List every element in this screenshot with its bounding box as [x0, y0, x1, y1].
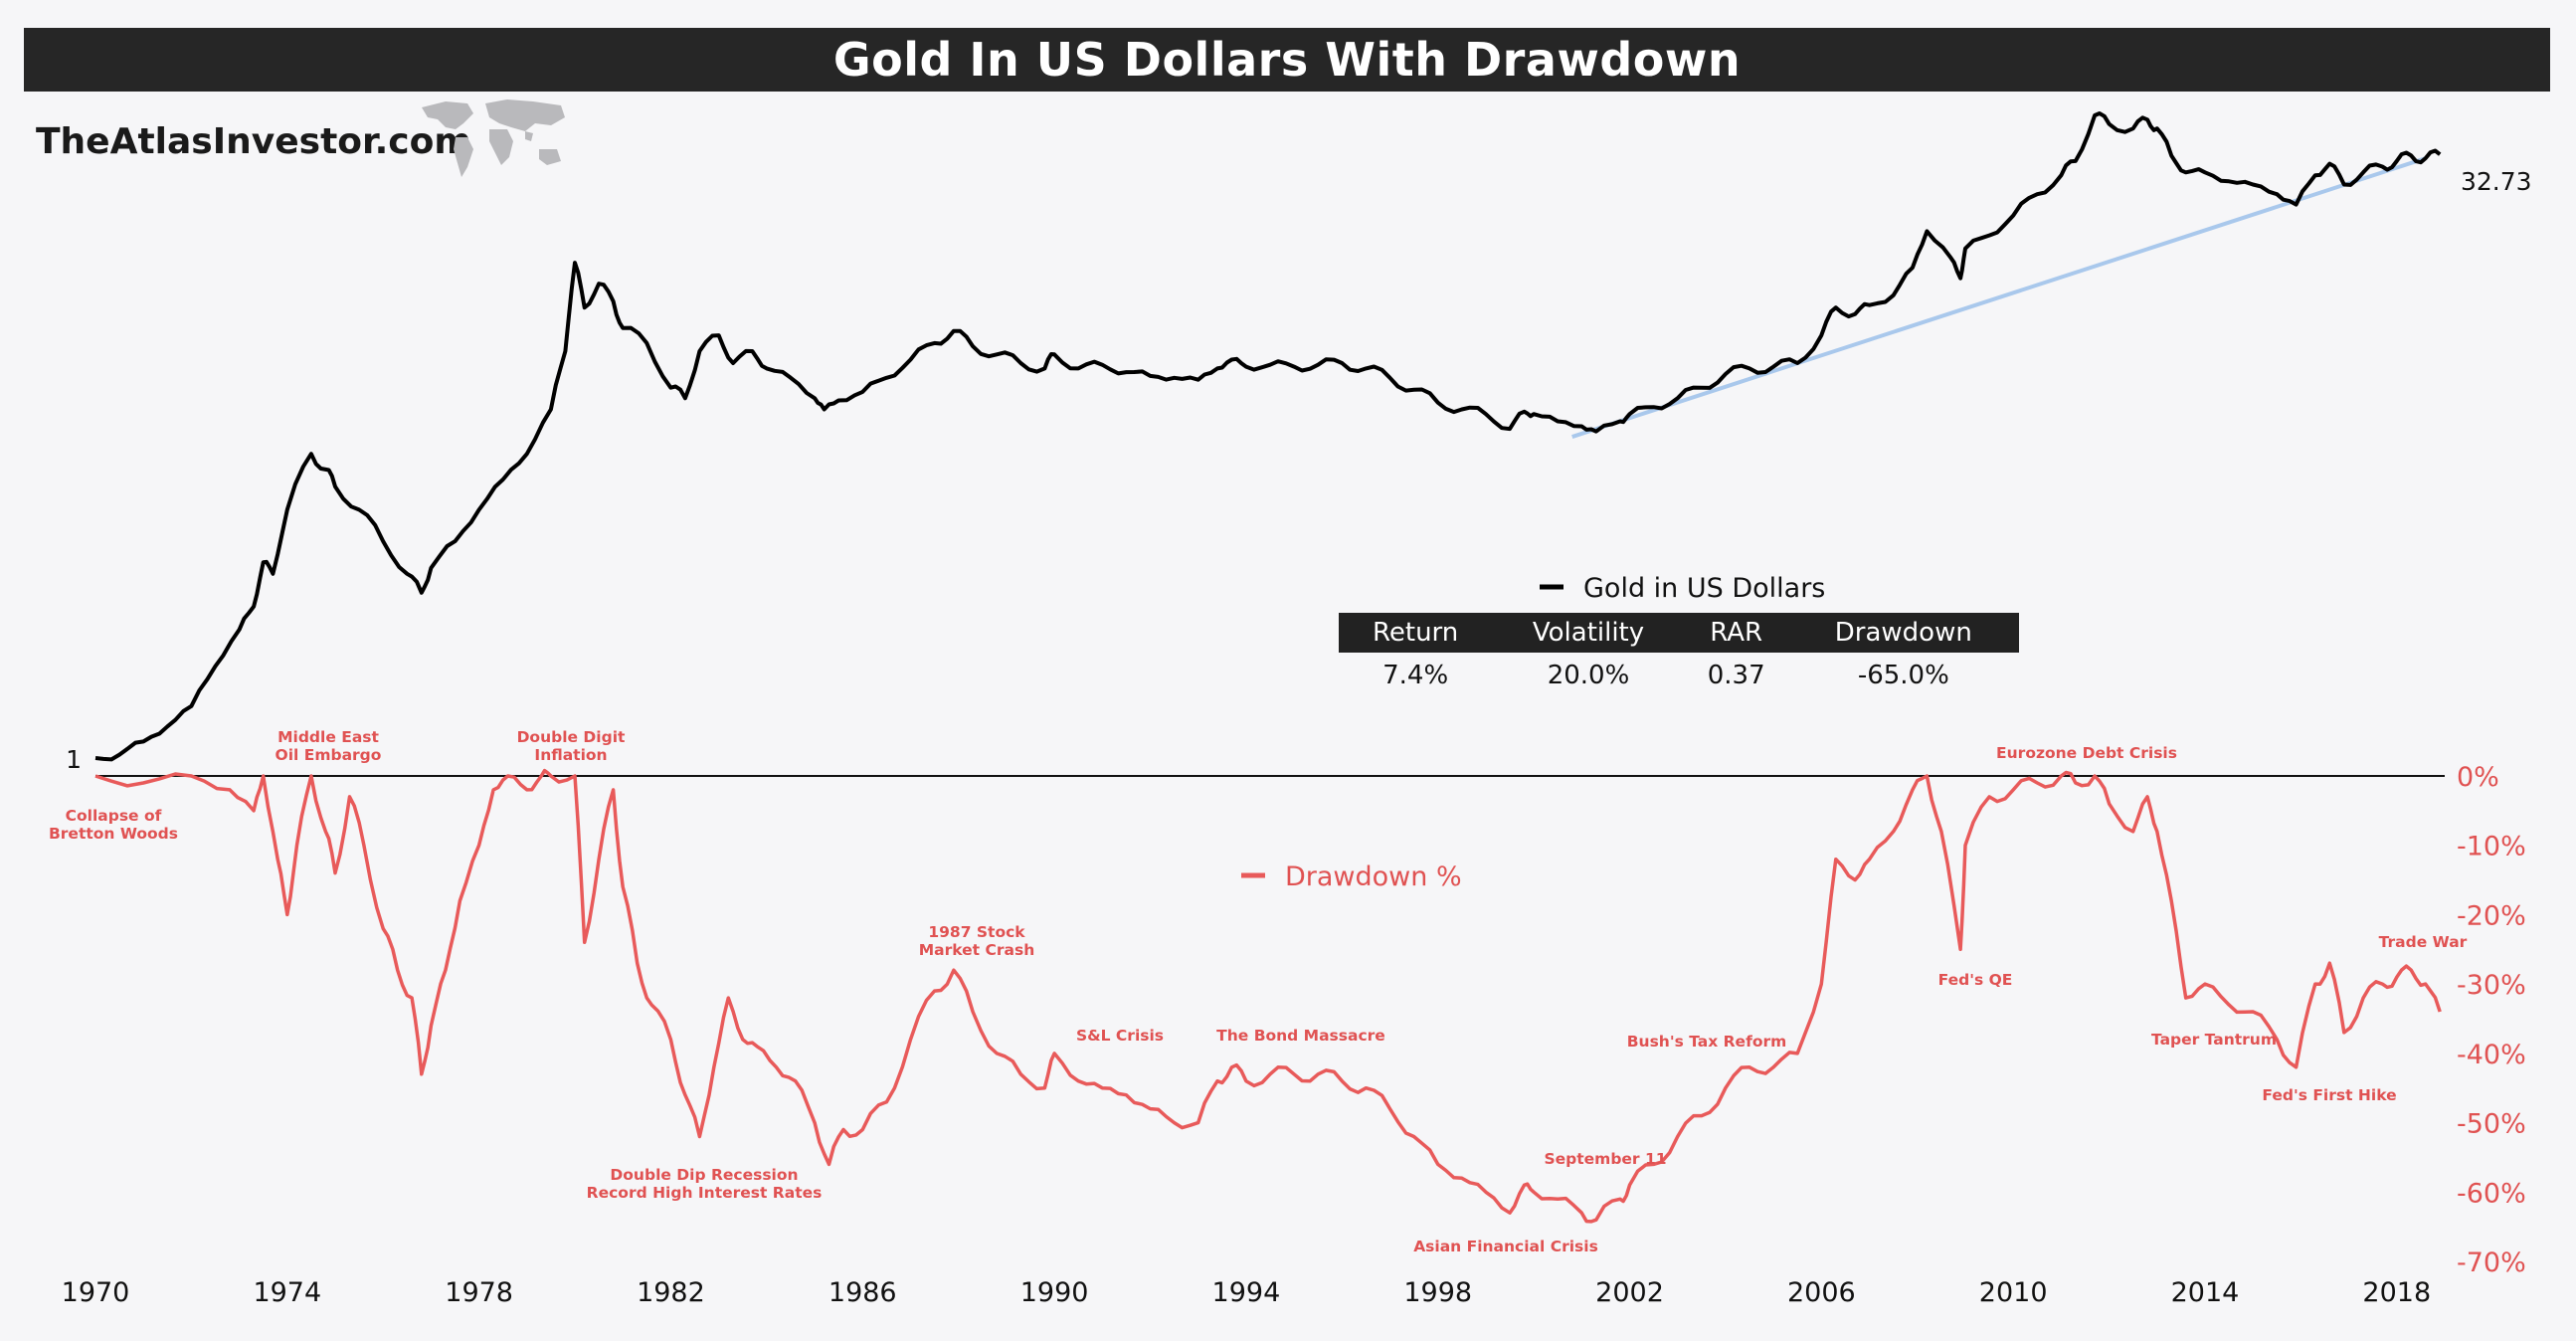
- x-tick-label: 1998: [1403, 1277, 1472, 1308]
- y-tick-label: -30%: [2457, 970, 2526, 1001]
- event-label: Eurozone Debt Crisis: [1996, 744, 2177, 762]
- event-label: Collapse of Bretton Woods: [49, 807, 178, 843]
- chart-title: Gold In US Dollars With Drawdown: [24, 28, 2550, 92]
- stats-header-row: Return Volatility RAR Drawdown: [1339, 613, 2019, 653]
- x-tick-label: 1990: [1020, 1277, 1089, 1308]
- event-label: 1987 Stock Market Crash: [919, 923, 1034, 959]
- event-label: Fed's QE: [1938, 971, 2013, 989]
- x-tick-label: 1978: [445, 1277, 513, 1308]
- event-label: The Bond Massacre: [1216, 1027, 1385, 1045]
- event-label-line: Inflation: [534, 746, 607, 764]
- event-label: S&L Crisis: [1076, 1027, 1164, 1045]
- x-tick-label: 2014: [2171, 1277, 2240, 1308]
- x-tick-label: 1994: [1212, 1277, 1281, 1308]
- x-tick-label: 2002: [1595, 1277, 1664, 1308]
- y-tick-label: -40%: [2457, 1040, 2526, 1070]
- x-tick-label: 1982: [637, 1277, 705, 1308]
- x-tick-label: 2018: [2362, 1277, 2431, 1308]
- y-tick-label: -10%: [2457, 832, 2526, 862]
- event-label: Double Digit Inflation: [517, 728, 626, 764]
- gold-end-label: 32.73: [2461, 167, 2532, 196]
- x-tick-label: 1970: [62, 1277, 130, 1308]
- y-tick-label: -50%: [2457, 1109, 2526, 1140]
- event-label-line: Bretton Woods: [49, 825, 178, 843]
- stats-value-drawdown: -65.0%: [1857, 661, 1949, 690]
- event-label: Bush's Tax Reform: [1627, 1033, 1787, 1051]
- event-label: Double Dip Recession Record High Interest…: [587, 1166, 823, 1202]
- event-label: Asian Financial Crisis: [1413, 1238, 1598, 1255]
- x-axis: 1970 1974 1978 1982 1986 1990 1994 1998 2002 2006…: [62, 1277, 2432, 1308]
- gold-series-line: [94, 111, 2442, 762]
- x-tick-label: 1986: [828, 1277, 897, 1308]
- event-label-line: Market Crash: [919, 941, 1034, 959]
- legend-gold-label: Gold in US Dollars: [1583, 573, 1825, 604]
- x-tick-label: 2006: [1787, 1277, 1856, 1308]
- event-label: Fed's First Hike: [2262, 1086, 2396, 1104]
- stats-header-return: Return: [1339, 613, 1493, 653]
- x-tick-label: 1974: [253, 1277, 321, 1308]
- event-label-line: Record High Interest Rates: [587, 1184, 823, 1202]
- event-label: Taper Tantrum: [2151, 1031, 2277, 1049]
- trend-line: [1571, 156, 2427, 439]
- y-tick-label: -60%: [2457, 1178, 2526, 1209]
- y-tick-label: 0%: [2457, 762, 2499, 793]
- stats-value-volatility: 20.0%: [1547, 661, 1630, 690]
- legend-drawdown-label: Drawdown %: [1285, 862, 1462, 892]
- stats-header-drawdown: Drawdown: [1787, 613, 2019, 653]
- event-label-line: Oil Embargo: [276, 746, 382, 764]
- event-annotations: Collapse of Bretton Woods Middle East Oil …: [49, 728, 2468, 1255]
- gold-start-label: 1: [66, 745, 82, 774]
- event-label: September 11: [1544, 1150, 1666, 1168]
- y-tick-label: -70%: [2457, 1247, 2526, 1278]
- stats-value-row: 7.4% 20.0% 0.37 -65.0%: [1339, 653, 2019, 698]
- x-tick-label: 2010: [1979, 1277, 2048, 1308]
- brand-logo-text: TheAtlasInvestor.com: [36, 121, 471, 162]
- stats-value-return: 7.4%: [1382, 661, 1449, 690]
- stats-value-rar: 0.37: [1707, 661, 1765, 690]
- stats-header-rar: RAR: [1684, 613, 1788, 653]
- event-label: Trade War: [2379, 933, 2468, 951]
- drawdown-y-axis: 0% -10% -20% -30% -40% -50% -60% -70%: [2457, 762, 2526, 1278]
- stats-header-volatility: Volatility: [1492, 613, 1685, 653]
- stats-table: Return Volatility RAR Drawdown 7.4% 20.0…: [1339, 613, 2019, 698]
- world-map-icon: [422, 99, 565, 177]
- event-label: Middle East Oil Embargo: [276, 728, 382, 764]
- drawdown-series-line: [94, 768, 2442, 1224]
- y-tick-label: -20%: [2457, 900, 2526, 931]
